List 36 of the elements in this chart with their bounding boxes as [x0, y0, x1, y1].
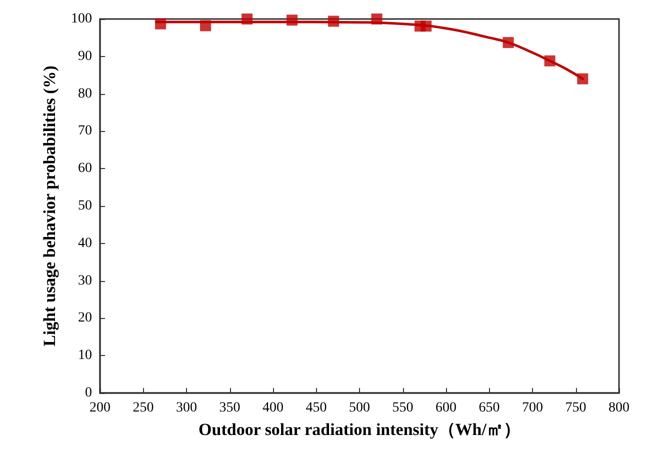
x-tick-label: 400: [262, 400, 284, 416]
point: [371, 14, 382, 24]
point: [502, 37, 514, 48]
point: [155, 18, 166, 30]
x-tick-label: 450: [306, 400, 327, 416]
x-axis-title: Outdoor solar radiation intensity（Wh/㎡）: [198, 420, 520, 439]
y-tick-label: 10: [78, 348, 92, 364]
y-tick-label: 80: [78, 86, 92, 102]
x-tick-label: 600: [436, 400, 456, 416]
y-tick-label: 0: [85, 386, 92, 400]
x-tick-label: 700: [522, 400, 543, 416]
point: [420, 20, 432, 32]
y-tick-label: 100: [71, 12, 92, 26]
x-tick-label: 250: [132, 400, 154, 416]
y-tick-label: 40: [78, 236, 92, 251]
y-tick-label: 90: [78, 48, 92, 64]
y-tick-label: 20: [78, 310, 92, 326]
point: [577, 73, 588, 84]
point: [200, 20, 212, 32]
y-tick-label: 60: [78, 161, 92, 176]
y-axis-title: Light usage behavior probabilities (%): [40, 66, 59, 346]
x-tick-label: 500: [349, 400, 370, 416]
x-tick-label: 750: [565, 400, 586, 416]
point: [328, 16, 340, 27]
point: [286, 14, 298, 26]
x-tick-label: 200: [90, 400, 110, 416]
point: [544, 55, 556, 66]
y-tick-label: 70: [78, 124, 92, 139]
x-tick-label: 350: [219, 400, 240, 416]
y-tick-label: 50: [78, 198, 92, 214]
x-tick-label: 550: [392, 400, 414, 416]
x-tick-label: 650: [478, 400, 500, 416]
point: [242, 14, 253, 24]
x-tick-label: 800: [608, 400, 630, 416]
x-tick-label: 300: [176, 400, 197, 416]
y-tick-label: 30: [78, 273, 92, 288]
